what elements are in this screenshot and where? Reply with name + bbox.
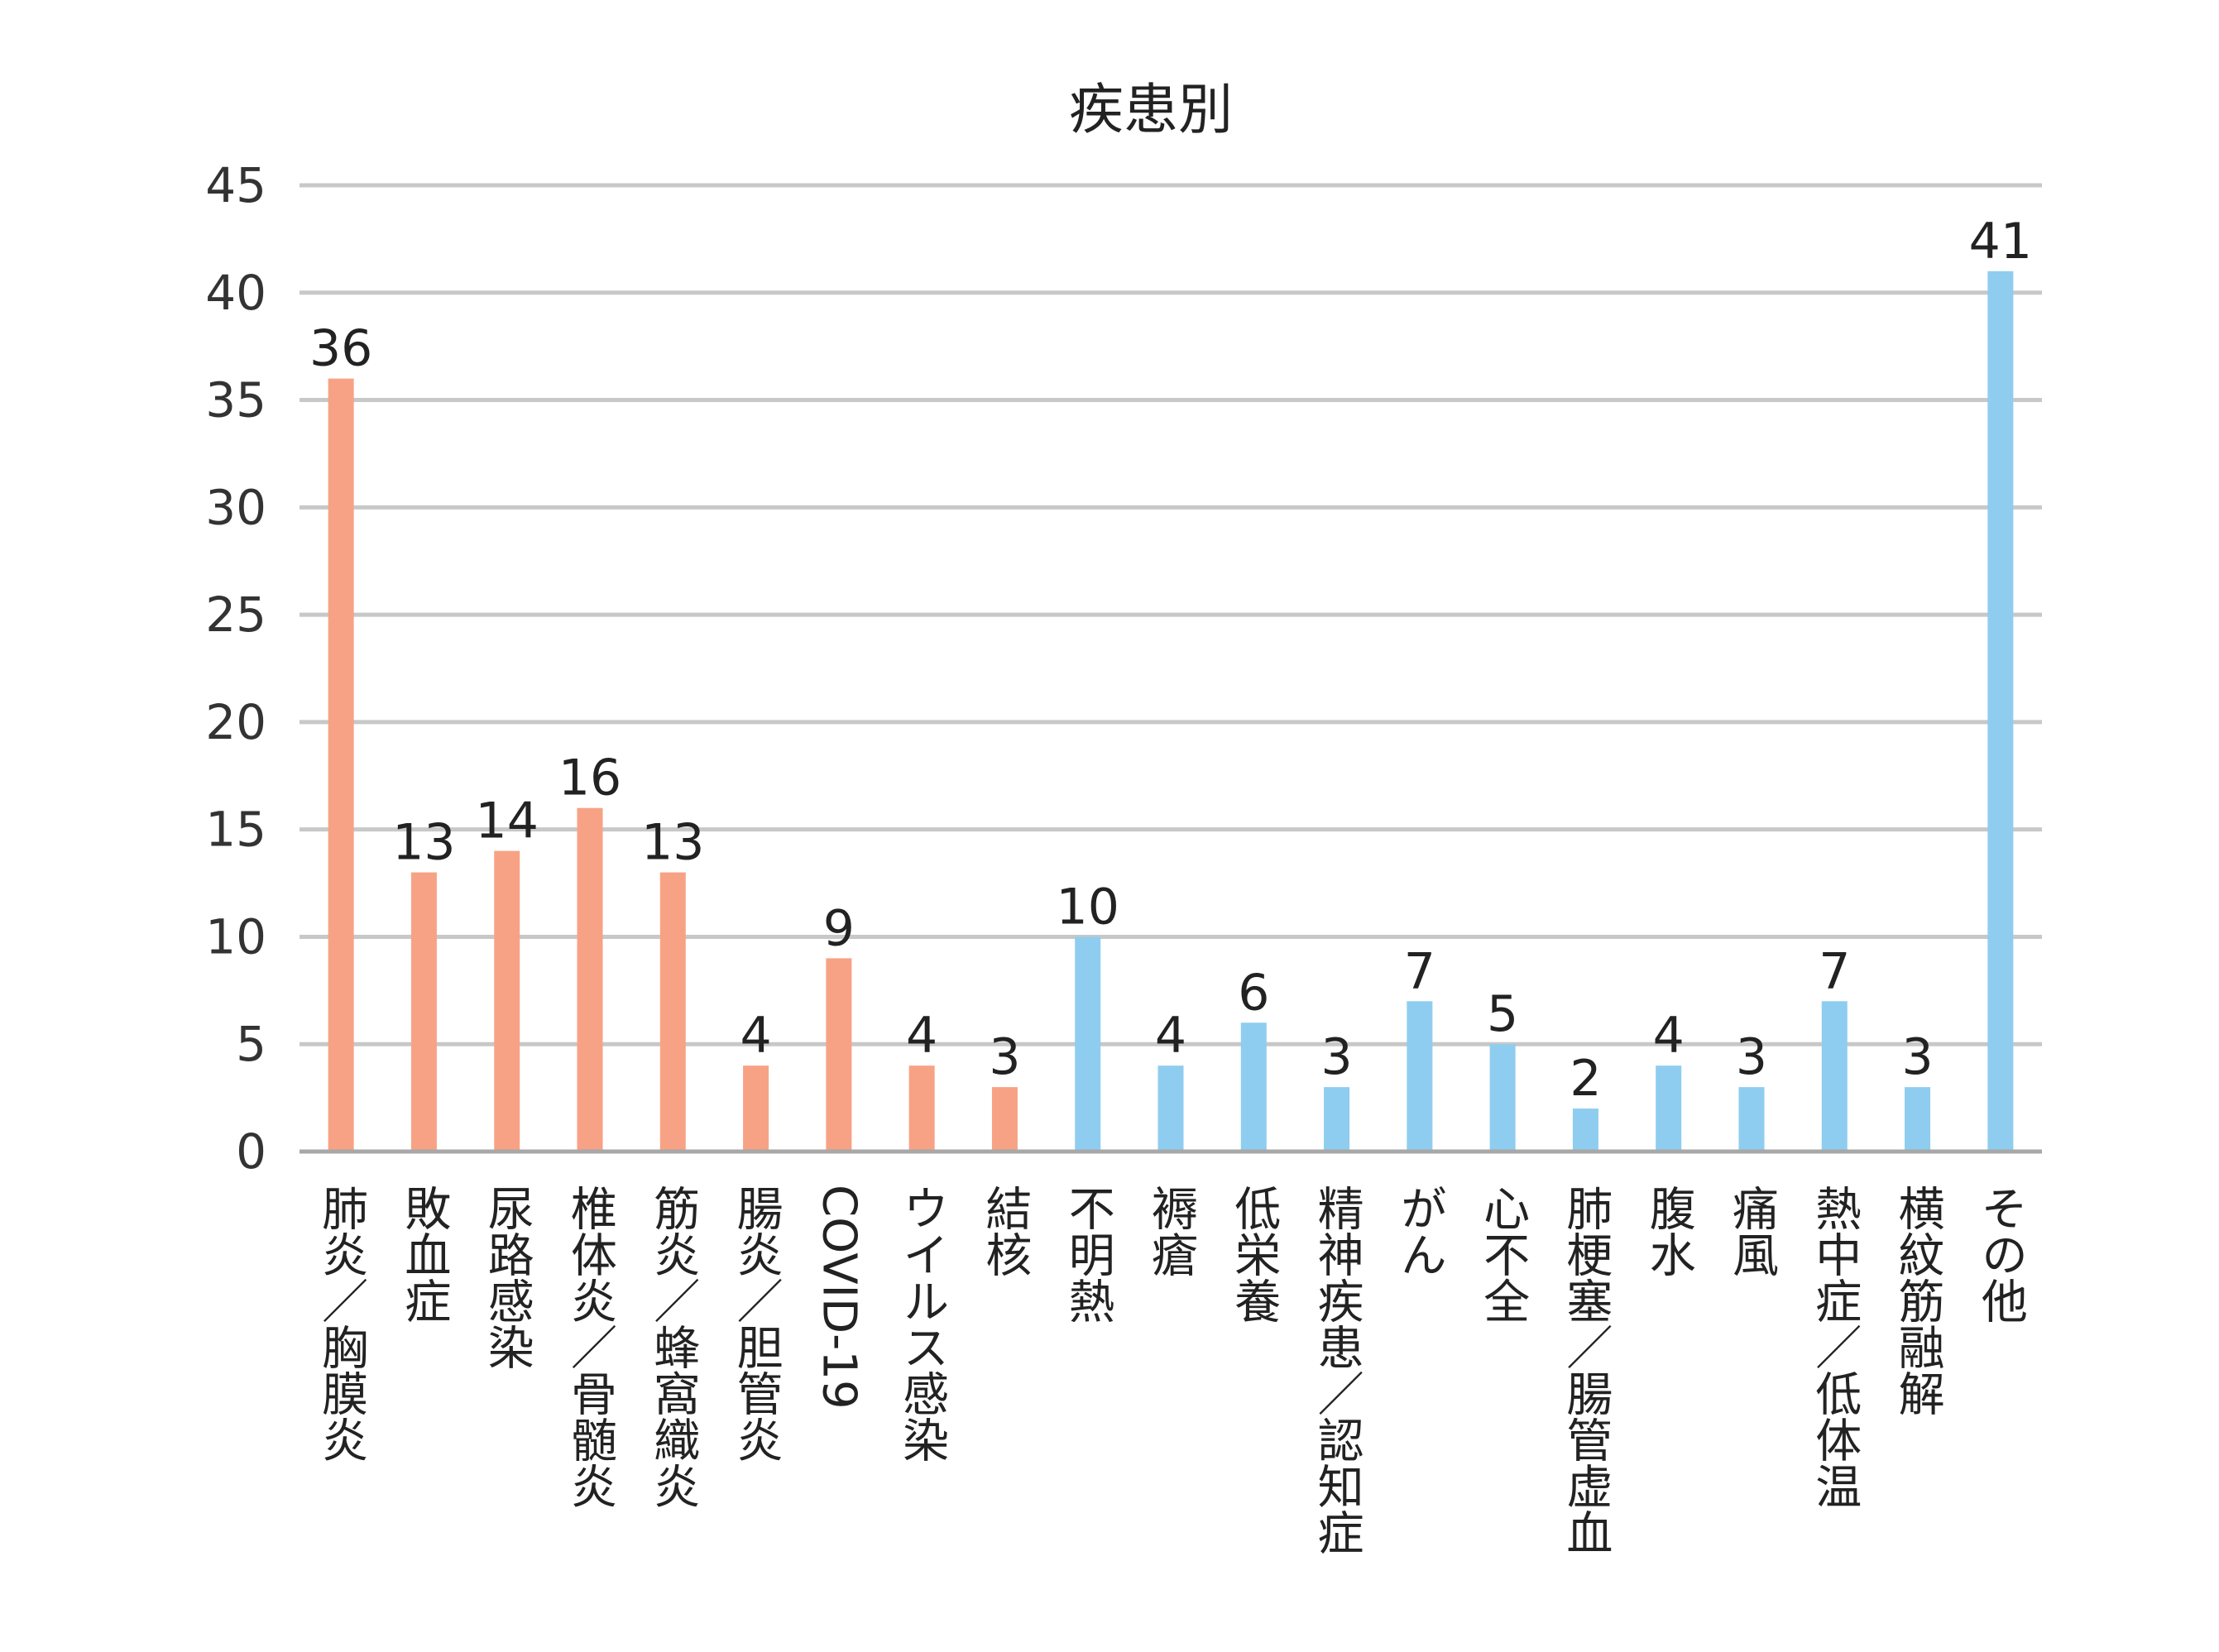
data-label: 9 <box>823 899 855 957</box>
bar <box>1324 1087 1350 1152</box>
y-tick-label: 35 <box>205 372 266 429</box>
y-tick-label: 0 <box>236 1123 266 1180</box>
bar <box>494 850 520 1152</box>
bar <box>577 807 603 1152</box>
bar <box>826 958 852 1152</box>
bar <box>1905 1087 1931 1152</box>
bar <box>1075 936 1101 1152</box>
y-tick-label: 25 <box>205 587 266 643</box>
x-tick-label: 熱中症／低体温 <box>1808 1185 1862 1509</box>
data-label: 10 <box>1057 878 1119 936</box>
x-tick-label: 結核 <box>978 1185 1032 1277</box>
data-label: 13 <box>392 814 455 872</box>
data-label: 4 <box>1653 1007 1685 1065</box>
y-axis-ticks: 0 5 10 15 20 25 30 35 40 45 <box>205 157 266 1180</box>
y-tick-label: 10 <box>205 908 266 965</box>
data-label: 4 <box>740 1007 771 1065</box>
gridlines <box>300 183 2042 1046</box>
bar <box>743 1065 769 1152</box>
chart-title: 疾患別 <box>1069 78 1233 141</box>
bar <box>1821 1001 1848 1152</box>
data-label: 3 <box>1320 1028 1352 1086</box>
x-tick-label: 肺炎／胸膜炎 <box>314 1185 368 1463</box>
data-label: 13 <box>641 814 704 872</box>
bar <box>1572 1109 1598 1152</box>
x-tick-label: 低栄養 <box>1227 1185 1281 1324</box>
x-tick-label: 褥瘡 <box>1144 1185 1198 1277</box>
y-tick-label: 45 <box>205 157 266 213</box>
x-tick-label: 敗血症 <box>397 1185 451 1324</box>
x-tick-label: 不明熱 <box>1061 1185 1114 1324</box>
data-label: 3 <box>1736 1028 1767 1086</box>
x-tick-label: 精神疾患／認知症 <box>1310 1185 1364 1555</box>
bars <box>328 271 2014 1152</box>
data-label: 2 <box>1570 1050 1601 1108</box>
bar <box>1157 1065 1184 1152</box>
x-tick-label: 腸炎／胆管炎 <box>729 1185 783 1463</box>
y-tick-label: 15 <box>205 802 266 858</box>
x-tick-label: その他 <box>1973 1185 2027 1324</box>
x-tick-label: 筋炎／蜂窩織炎 <box>646 1185 700 1509</box>
data-label: 14 <box>476 792 539 850</box>
bar <box>1489 1044 1516 1152</box>
x-tick-label: がん <box>1392 1185 1446 1277</box>
bar <box>908 1065 935 1152</box>
x-tick-label: ウイルス感染 <box>895 1185 949 1463</box>
y-tick-label: 30 <box>205 479 266 535</box>
x-tick-label: 心不全 <box>1476 1185 1530 1324</box>
bar <box>1738 1087 1765 1152</box>
data-label: 3 <box>1901 1028 1933 1086</box>
x-tick-label: 痛風 <box>1725 1185 1779 1277</box>
data-label: 7 <box>1819 942 1850 1000</box>
y-tick-label: 20 <box>205 694 266 750</box>
data-label: 41 <box>1969 213 2032 271</box>
bar <box>1240 1022 1267 1152</box>
data-label: 4 <box>906 1007 937 1065</box>
x-axis-labels: 肺炎／胸膜炎 敗血症 尿路感染 椎体炎／骨髄炎 筋炎／蜂窩織炎 腸炎／胆管炎 COVID-1… <box>314 1185 2028 1555</box>
y-tick-label: 40 <box>205 265 266 321</box>
bar <box>659 872 686 1152</box>
x-tick-label: 椎体炎／骨髄炎 <box>563 1185 617 1509</box>
data-label: 5 <box>1487 985 1518 1043</box>
data-label: 3 <box>989 1028 1020 1086</box>
x-tick-label: 肺梗塞／腸管虚血 <box>1559 1185 1613 1555</box>
bar <box>991 1087 1018 1152</box>
y-tick-label: 5 <box>236 1016 266 1072</box>
data-label: 6 <box>1238 964 1269 1022</box>
bar <box>410 872 437 1152</box>
x-tick-label: COVID-19 <box>812 1185 865 1410</box>
x-tick-label: 横紋筋融解 <box>1891 1185 1944 1416</box>
bar <box>1656 1065 1682 1152</box>
data-label: 36 <box>309 320 372 378</box>
bar <box>328 378 354 1152</box>
x-tick-label: 腹水 <box>1641 1185 1695 1277</box>
x-tick-label: 尿路感染 <box>480 1185 534 1370</box>
data-label: 7 <box>1404 942 1435 1000</box>
bar <box>1987 271 2014 1152</box>
bar <box>1407 1001 1433 1152</box>
data-label: 16 <box>558 749 621 807</box>
data-label: 4 <box>1155 1007 1186 1065</box>
